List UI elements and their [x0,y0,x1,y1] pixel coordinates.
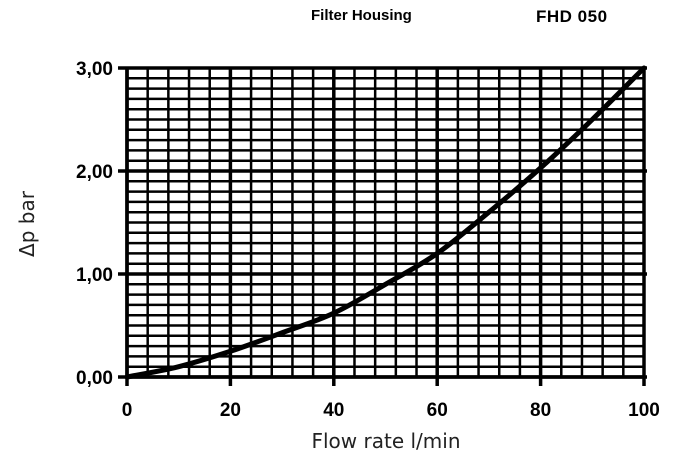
chart-axes [118,66,647,386]
x-tick-label: 0 [122,400,133,421]
model-label: FHD 050 [536,7,608,26]
x-tick-label: 80 [530,400,551,421]
y-tick-label: 2,00 [76,162,113,183]
tick-labels: 0,00 1,00 2,00 3,00 0 20 40 60 80 100 [76,59,660,421]
x-axis-label: Flow rate l/min [311,429,460,453]
x-tick-label: 40 [323,400,344,421]
x-tick-label: 60 [427,400,448,421]
chart-grid [125,66,646,379]
y-axis-label: Δp bar [15,190,39,257]
y-tick-label: 0,00 [76,368,113,389]
x-tick-label: 20 [220,400,241,421]
x-tick-label: 100 [628,400,660,421]
chart-title: Filter Housing [311,7,412,24]
pressure-drop-curve [124,65,647,380]
y-tick-label: 1,00 [76,265,113,286]
chart-series [124,65,647,380]
y-tick-label: 3,00 [76,59,113,80]
